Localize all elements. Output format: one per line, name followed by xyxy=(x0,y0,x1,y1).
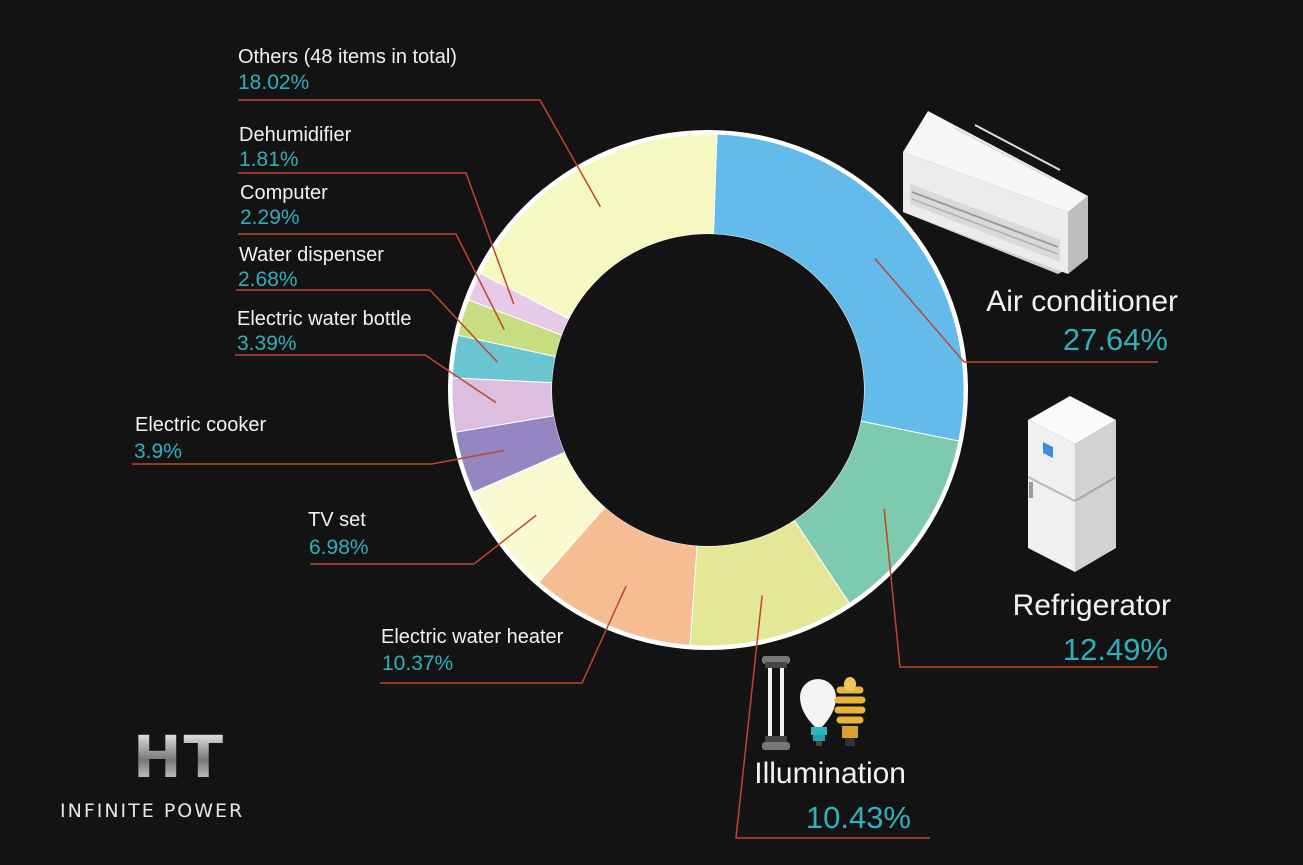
donut-hole xyxy=(552,234,864,546)
value-label-computer: 2.29% xyxy=(240,206,300,229)
label-illumination: Illumination xyxy=(754,757,906,790)
label-tv-set: TV set xyxy=(308,509,366,531)
leader-line-dehumidifier xyxy=(238,172,515,305)
value-label-water-dispenser: 2.68% xyxy=(238,268,298,291)
label-refrigerator: Refrigerator xyxy=(1013,589,1171,622)
label-electric-cooker: Electric cooker xyxy=(135,414,266,436)
value-label-electric-water-heater: 10.37% xyxy=(382,652,453,675)
leader-line-electric-cooker xyxy=(132,449,505,465)
leader-line-computer xyxy=(238,233,505,331)
leader-line-tv-set xyxy=(310,514,537,565)
leader-line-electric-water-heater xyxy=(380,585,627,684)
value-label-electric-cooker: 3.9% xyxy=(134,440,182,463)
value-label-dehumidifier: 1.81% xyxy=(239,148,299,171)
refrigerator-icon xyxy=(1027,396,1117,572)
leader-line-water-dispenser xyxy=(236,289,498,363)
value-label-electric-water-bottle: 3.39% xyxy=(237,332,297,355)
light-bulbs-icon xyxy=(762,656,866,750)
air-conditioner-icon xyxy=(903,111,1088,274)
label-electric-water-heater: Electric water heater xyxy=(381,626,564,648)
leader-line-air-conditioner xyxy=(874,257,1158,363)
label-others: Others (48 items in total) xyxy=(238,46,457,68)
value-label-air-conditioner: 27.64% xyxy=(1063,322,1168,357)
label-water-dispenser: Water dispenser xyxy=(239,244,384,266)
value-label-others: 18.02% xyxy=(238,71,309,94)
label-electric-water-bottle: Electric water bottle xyxy=(237,308,412,330)
label-dehumidifier: Dehumidifier xyxy=(239,124,352,146)
brand-tagline: INFINITE POWER xyxy=(60,800,245,822)
value-label-refrigerator: 12.49% xyxy=(1063,632,1168,667)
brand-logo: HT xyxy=(133,723,226,791)
label-computer: Computer xyxy=(240,182,328,204)
value-label-tv-set: 6.98% xyxy=(309,536,369,559)
leader-line-illumination xyxy=(735,595,930,839)
leader-line-refrigerator xyxy=(883,508,1158,668)
value-label-illumination: 10.43% xyxy=(806,800,911,835)
leader-line-electric-water-bottle xyxy=(235,354,497,404)
label-air-conditioner: Air conditioner xyxy=(986,285,1178,318)
leader-line-others xyxy=(238,99,602,208)
